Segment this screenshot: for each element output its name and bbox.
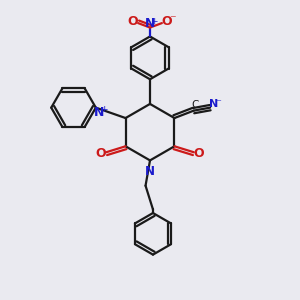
Text: N: N <box>145 17 155 30</box>
Text: N: N <box>145 165 155 178</box>
Text: ⁻: ⁻ <box>215 98 221 108</box>
Text: C: C <box>192 100 199 110</box>
Text: O: O <box>128 15 138 28</box>
Text: O: O <box>162 15 172 28</box>
Text: +: + <box>100 105 107 114</box>
Text: N: N <box>94 106 104 119</box>
Text: +: + <box>150 16 158 26</box>
Text: O: O <box>194 147 204 160</box>
Text: N: N <box>209 99 218 109</box>
Text: O: O <box>96 147 106 160</box>
Text: ⁻: ⁻ <box>169 13 175 26</box>
